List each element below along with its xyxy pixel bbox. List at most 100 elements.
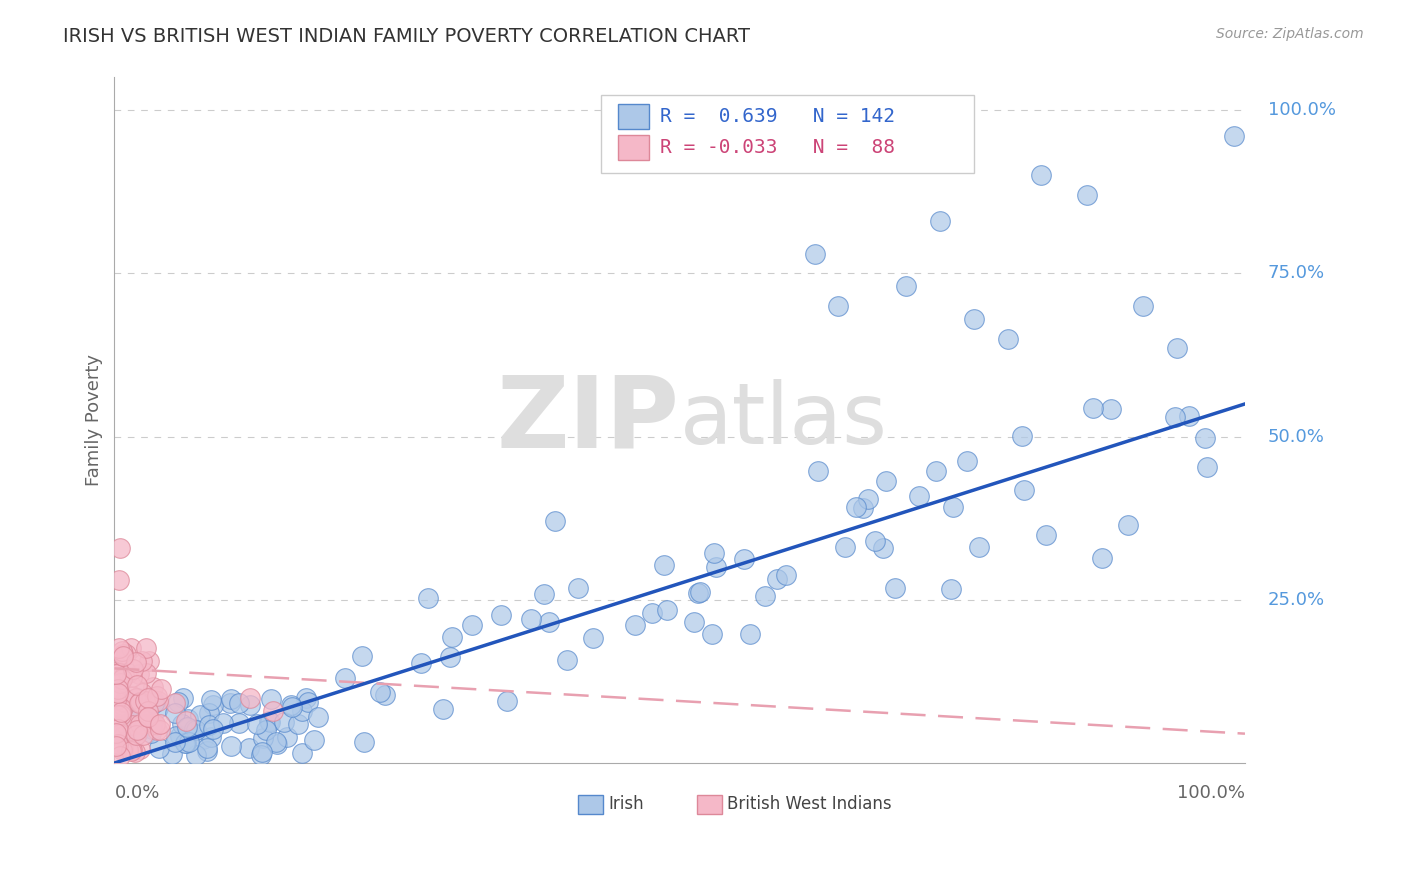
Point	[250, 745, 273, 759]
Point	[409, 657, 432, 671]
Point	[1076, 188, 1098, 202]
Point	[112, 695, 135, 709]
Point	[197, 706, 219, 720]
Text: Irish: Irish	[609, 795, 644, 814]
Point	[1081, 401, 1104, 415]
FancyBboxPatch shape	[600, 95, 973, 173]
Point	[1163, 409, 1185, 424]
Point	[700, 627, 723, 641]
Point	[201, 723, 224, 737]
Point	[104, 739, 127, 753]
Point	[108, 749, 131, 764]
Point	[149, 682, 172, 697]
FancyBboxPatch shape	[578, 796, 603, 814]
Point	[302, 732, 325, 747]
Point	[865, 533, 887, 548]
Point	[131, 654, 153, 668]
Point	[117, 742, 139, 756]
Point	[238, 740, 260, 755]
Point	[172, 690, 194, 705]
Point	[1118, 517, 1140, 532]
Text: British West Indians: British West Indians	[727, 795, 891, 814]
Point	[120, 741, 142, 756]
Point	[238, 698, 260, 712]
Point	[250, 748, 273, 763]
Text: IRISH VS BRITISH WEST INDIAN FAMILY POVERTY CORRELATION CHART: IRISH VS BRITISH WEST INDIAN FAMILY POVE…	[63, 27, 751, 45]
Text: ZIP: ZIP	[496, 372, 679, 468]
Text: 0.0%: 0.0%	[114, 783, 160, 802]
Point	[141, 722, 163, 736]
Point	[942, 500, 965, 515]
Point	[201, 698, 224, 712]
Point	[1031, 169, 1053, 183]
Point	[291, 705, 314, 719]
Point	[115, 647, 138, 661]
Point	[291, 746, 314, 760]
Point	[108, 541, 131, 555]
Point	[416, 591, 439, 606]
Point	[765, 572, 787, 586]
Point	[136, 690, 159, 705]
Point	[128, 666, 150, 681]
Point	[149, 723, 172, 738]
Point	[128, 710, 150, 724]
Point	[104, 726, 127, 740]
Point	[894, 279, 917, 293]
Point	[105, 657, 128, 672]
Point	[908, 489, 931, 503]
Point	[121, 743, 143, 757]
Point	[149, 717, 172, 731]
Point	[141, 716, 163, 731]
Point	[111, 729, 134, 743]
Point	[440, 631, 463, 645]
Point	[281, 699, 304, 714]
Point	[374, 689, 396, 703]
Point	[188, 708, 211, 723]
Point	[212, 716, 235, 731]
Point	[582, 631, 605, 645]
Point	[287, 716, 309, 731]
Point	[368, 685, 391, 699]
Point	[107, 723, 129, 737]
Point	[262, 704, 284, 718]
Point	[246, 717, 269, 731]
Point	[350, 648, 373, 663]
Point	[148, 701, 170, 715]
FancyBboxPatch shape	[617, 135, 650, 160]
Point	[110, 672, 132, 686]
Point	[186, 723, 208, 737]
Point	[827, 299, 849, 313]
Point	[652, 558, 675, 572]
Point	[183, 723, 205, 737]
Point	[169, 729, 191, 743]
Point	[555, 653, 578, 667]
Point	[688, 586, 710, 600]
Point	[104, 665, 127, 679]
Point	[689, 585, 711, 599]
Point	[228, 696, 250, 710]
Point	[1011, 429, 1033, 443]
Point	[219, 739, 242, 753]
Point	[775, 568, 797, 582]
Point	[110, 707, 132, 722]
Text: 25.0%: 25.0%	[1268, 591, 1324, 609]
Point	[117, 743, 139, 757]
Point	[928, 214, 950, 228]
Point	[146, 723, 169, 738]
Point	[132, 728, 155, 742]
Point	[174, 736, 197, 750]
Point	[163, 706, 186, 721]
Point	[259, 714, 281, 728]
Point	[184, 747, 207, 762]
Point	[1099, 401, 1122, 416]
Text: 75.0%: 75.0%	[1268, 264, 1324, 283]
Point	[111, 698, 134, 712]
Point	[107, 737, 129, 751]
Point	[135, 666, 157, 681]
Point	[143, 717, 166, 731]
Point	[191, 732, 214, 747]
Point	[167, 695, 190, 709]
Point	[136, 710, 159, 724]
Point	[114, 718, 136, 732]
Point	[259, 714, 281, 729]
